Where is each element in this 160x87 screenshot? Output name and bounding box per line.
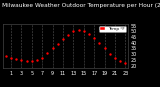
Point	[41, 57, 44, 58]
Legend: Temp °F: Temp °F	[99, 26, 126, 32]
Point	[4, 56, 7, 57]
Point	[114, 57, 116, 58]
Point	[31, 60, 33, 62]
Point	[51, 48, 54, 49]
Point	[124, 63, 127, 64]
Point	[88, 33, 90, 34]
Point	[20, 59, 23, 61]
Point	[103, 48, 106, 49]
Point	[10, 57, 12, 58]
Point	[108, 53, 111, 55]
Point	[72, 31, 75, 32]
Point	[15, 58, 17, 59]
Point	[93, 37, 96, 39]
Point	[83, 31, 85, 32]
Point	[56, 43, 59, 45]
Point	[46, 52, 49, 54]
Text: Milwaukee Weather Outdoor Temperature per Hour (24 Hours): Milwaukee Weather Outdoor Temperature pe…	[2, 3, 160, 8]
Point	[62, 39, 64, 40]
Point	[25, 60, 28, 62]
Point	[98, 42, 101, 43]
Point	[119, 60, 121, 62]
Point	[67, 34, 69, 35]
Point	[36, 59, 38, 61]
Point	[77, 29, 80, 31]
